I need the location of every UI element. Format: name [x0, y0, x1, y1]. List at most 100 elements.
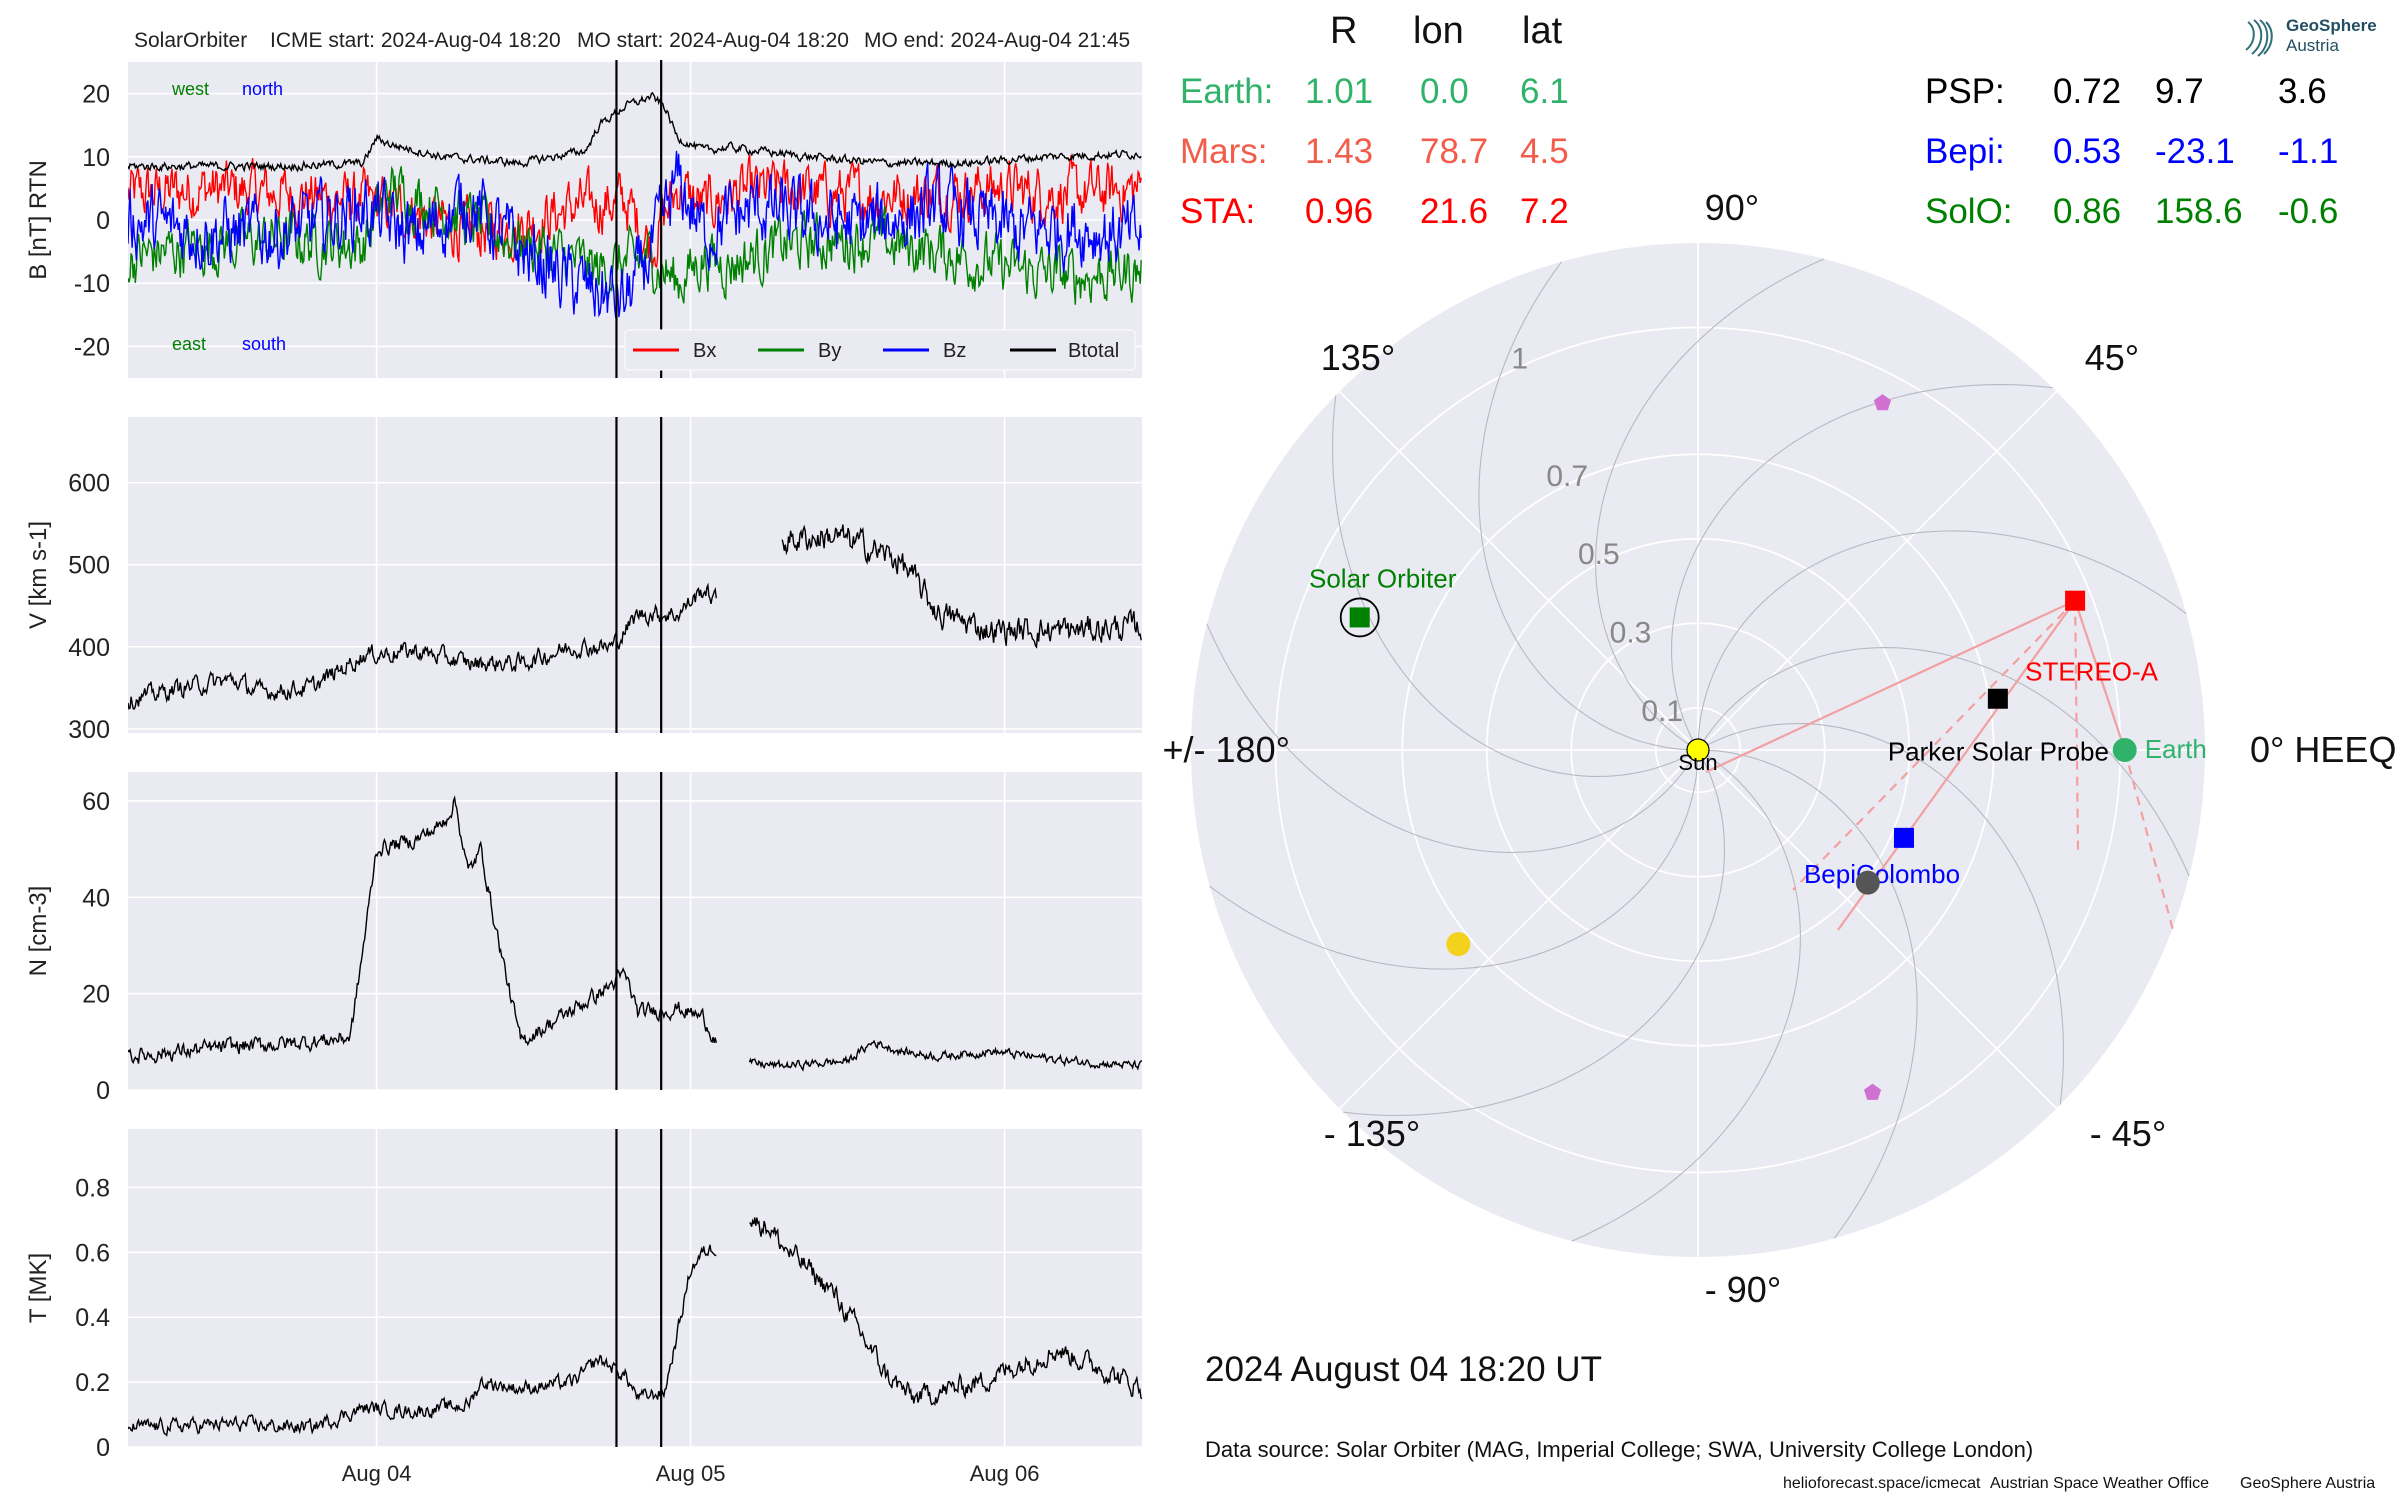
series-line-data: [128, 582, 717, 710]
y-axis-label: V [km s-1]: [25, 521, 52, 629]
y-tick-label: 300: [68, 716, 110, 744]
polar-position-plot: 0.1 0.3 0.5 0.7 1 0° HEEQ 45° 90° 135° +/- 180° - …: [1163, 187, 2397, 1310]
angle-label: 90°: [1705, 187, 1759, 228]
marker-body: [1855, 870, 1880, 895]
table-cell-lat: 6.1: [1520, 72, 1569, 111]
x-tick-label: Aug 06: [970, 1461, 1040, 1486]
panel-density: 0 20 40 60 N [cm-3]: [25, 772, 1142, 1105]
icme-start-label: ICME start: 2024-Aug-04 18:20: [270, 29, 561, 52]
table-cell-lat: 7.2: [1520, 192, 1569, 231]
spiral-line: [1206, 623, 1699, 853]
table-cell-lat: -0.6: [2278, 192, 2339, 231]
radial-tick-label: 0.1: [1641, 695, 1683, 728]
series-line-data: [128, 1244, 717, 1437]
marker-stereo-a: [2065, 590, 2086, 611]
series-line-By: [128, 165, 1142, 305]
table-row-name: STA:: [1180, 192, 1256, 231]
logo-swirl-icon: [2245, 19, 2273, 57]
table-cell-r: 1.01: [1305, 72, 1374, 111]
time-series-panels: -20 -10 0 10 20 B [nT] RTN west north east south B…: [25, 60, 1142, 1486]
angle-label: 0° HEEQ: [2250, 729, 2396, 770]
plot-area: [128, 772, 1142, 1090]
parker-spirals: [1206, 258, 2190, 1242]
connection-line: [1705, 599, 2076, 773]
label-solar-orbiter: Solar Orbiter: [1309, 563, 1457, 593]
table-cell-lon: 9.7: [2155, 72, 2204, 111]
y-tick-label: 0.4: [75, 1304, 110, 1332]
annotation-west: west: [171, 79, 209, 99]
table-cell-r: 1.43: [1305, 132, 1374, 171]
marker-solar-orbiter: [1349, 607, 1370, 628]
table-row-name: SolO:: [1925, 192, 2013, 231]
connection-line: [1792, 599, 2076, 891]
label-sun: Sun: [1678, 750, 1717, 775]
mo-end-label: MO end: 2024-Aug-04 21:45: [864, 29, 1131, 52]
y-tick-label: 400: [68, 634, 110, 662]
spiral-line: [1697, 749, 1918, 1239]
legend-label-Bz: Bz: [943, 340, 966, 362]
series-line-data: [749, 1217, 1142, 1406]
angle-label: +/- 180°: [1163, 729, 1290, 770]
legend: Bx By Bz Btotal: [624, 329, 1136, 371]
mo-start-label: MO start: 2024-Aug-04 18:20: [577, 29, 849, 52]
table-cell-r: 0.72: [2053, 72, 2122, 111]
table-cell-r: 0.86: [2053, 192, 2122, 231]
y-tick-label: 600: [68, 470, 110, 498]
panel-magnetic-field: -20 -10 0 10 20 B [nT] RTN west north east south B…: [25, 60, 1142, 378]
spiral-line: [1671, 384, 2053, 751]
table-cell-r: 0.96: [1305, 192, 1374, 231]
annotation-north: north: [242, 79, 283, 99]
y-tick-label: 0: [96, 1434, 110, 1462]
spiral-line: [1697, 723, 2064, 1105]
angle-label: - 135°: [1324, 1113, 1420, 1154]
angle-label: - 90°: [1705, 1269, 1781, 1310]
logo-line2: Austria: [2286, 36, 2339, 55]
plot-area: [128, 1129, 1142, 1447]
y-tick-label: 40: [82, 884, 110, 912]
table-row-name: Mars:: [1180, 132, 1268, 171]
credit-geosphere: GeoSphere Austria: [2240, 1475, 2376, 1492]
marker-body: [1446, 932, 1471, 957]
marker-sun: [1686, 738, 1710, 762]
angle-label: 45°: [2085, 337, 2139, 378]
table-cell-lat: 3.6: [2278, 72, 2327, 111]
radial-tick-label: 0.7: [1546, 460, 1588, 493]
y-tick-label: -20: [74, 333, 110, 361]
plot-area: [128, 417, 1142, 733]
y-tick-label: 0: [96, 207, 110, 235]
spiral-line: [1478, 261, 1699, 751]
table-cell-lon: 21.6: [1420, 192, 1489, 231]
radial-tick-label: 0.3: [1610, 616, 1652, 649]
data-source-label: Data source: Solar Orbiter (MAG, Imperia…: [1205, 1437, 2034, 1462]
table-cell-lon: 78.7: [1420, 132, 1489, 171]
marker-earth: [2112, 738, 2137, 762]
y-tick-label: 0.6: [75, 1239, 110, 1267]
series-line-Btotal: [128, 91, 1142, 173]
series-line-data: [748, 1039, 1142, 1072]
y-tick-label: 0: [96, 1077, 110, 1105]
label-stereo-a: STEREO-A: [2025, 657, 2159, 687]
marker-parker-solar-probe: [1987, 688, 2008, 709]
y-tick-label: 0.8: [75, 1174, 110, 1202]
table-row-name: Bepi:: [1925, 132, 2005, 171]
y-axis-label: B [nT] RTN: [25, 160, 52, 280]
y-tick-label: 60: [82, 788, 110, 816]
label-parker-solar-probe: Parker Solar Probe: [1888, 737, 2109, 767]
spiral-line: [1332, 395, 1699, 777]
series-line-data: [781, 524, 1142, 649]
table-cell-lon: 158.6: [2155, 192, 2243, 231]
col-header-lon: lon: [1413, 10, 1464, 52]
spiral-line: [1595, 258, 1825, 751]
y-tick-label: 500: [68, 552, 110, 580]
legend-label-By: By: [818, 340, 841, 362]
marker-bepicolombo: [1893, 827, 1914, 848]
radial-tick-label: 0.5: [1578, 538, 1620, 571]
spiral-line: [1571, 749, 1801, 1242]
label-earth: Earth: [2145, 734, 2207, 764]
geosphere-logo: GeoSphere Austria: [2238, 14, 2388, 62]
marker-pentagon: [1873, 394, 1891, 411]
spiral-line: [1697, 647, 2190, 877]
x-tick-label: Aug 04: [342, 1461, 412, 1486]
marker-pentagon: [1864, 1083, 1882, 1100]
